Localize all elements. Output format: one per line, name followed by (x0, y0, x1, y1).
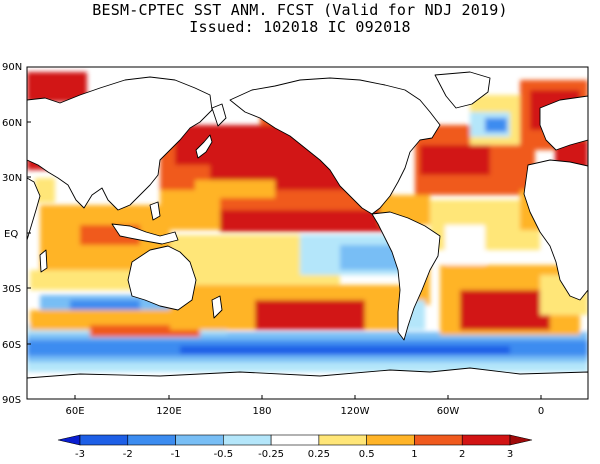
colorbar-label: 0.5 (359, 449, 375, 460)
lat-label-30s: 30S (2, 284, 21, 295)
map-title: BESM-CPTEC SST ANM. FCST (Valid for NDJ … (92, 1, 508, 19)
colorbar-segment (127, 434, 176, 446)
lon-label-0: 0 (538, 406, 544, 417)
latitude-axis: 90N 60N 30N EQ 30S 60S 90S (2, 62, 31, 406)
lat-label-60n: 60N (2, 118, 22, 129)
colorbar-min-arrow (57, 434, 81, 446)
land-eurasia-east (27, 76, 213, 211)
land-antarctica (27, 367, 588, 399)
colorbar-max-arrow (509, 434, 533, 446)
colorbar-label: -1 (171, 449, 181, 460)
colorbar-label: 2 (459, 449, 465, 460)
colorbar-label: -0.5 (214, 449, 234, 460)
colorbar-segment (414, 434, 463, 446)
land-north-america (229, 77, 441, 215)
lat-label-90n: 90N (2, 62, 22, 73)
land-australia (127, 245, 197, 311)
colorbar: -3 -2 -1 -0.5 -0.25 0.25 0.5 1 2 3 (57, 434, 533, 460)
land-new-zealand (211, 295, 223, 319)
lat-label-90s: 90S (2, 395, 21, 406)
lon-label-180: 180 (252, 406, 271, 417)
colorbar-segment (270, 434, 320, 446)
longitude-axis: 60E 120E 180 120W 60W 0 (65, 395, 544, 417)
land-europe (539, 95, 588, 151)
lat-label-eq: EQ (4, 229, 18, 240)
land-greenland (434, 71, 491, 109)
continents (27, 71, 588, 399)
colorbar-label: -2 (123, 449, 133, 460)
colorbar-segment (175, 434, 224, 446)
colorbar-label: -0.25 (258, 449, 284, 460)
colorbar-segment (461, 434, 511, 446)
land-philippines (149, 201, 161, 221)
land-madagascar (39, 249, 48, 273)
colorbar-label: 0.25 (308, 449, 330, 460)
lat-label-30n: 30N (2, 173, 22, 184)
land-africa-east (27, 177, 41, 241)
colorbar-segment (366, 434, 415, 446)
colorbar-label: 3 (507, 449, 513, 460)
colorbar-segment (79, 434, 129, 446)
lat-label-60s: 60S (2, 340, 21, 351)
land-africa-west (523, 159, 588, 301)
land-japan (195, 134, 213, 159)
colorbar-segment (318, 434, 367, 446)
map-subtitle: Issued: 102018 IC 092018 (189, 18, 411, 36)
lon-label-60w: 60W (437, 406, 460, 417)
colorbar-label: -3 (75, 449, 85, 460)
land-indonesia (111, 223, 179, 245)
lon-label-60e: 60E (65, 406, 84, 417)
land-south-america (371, 211, 441, 341)
land-kamchatka (211, 103, 227, 127)
colorbar-segment (223, 434, 272, 446)
lon-label-120e: 120E (156, 406, 181, 417)
colorbar-label: 1 (411, 449, 417, 460)
lon-label-120w: 120W (341, 406, 370, 417)
